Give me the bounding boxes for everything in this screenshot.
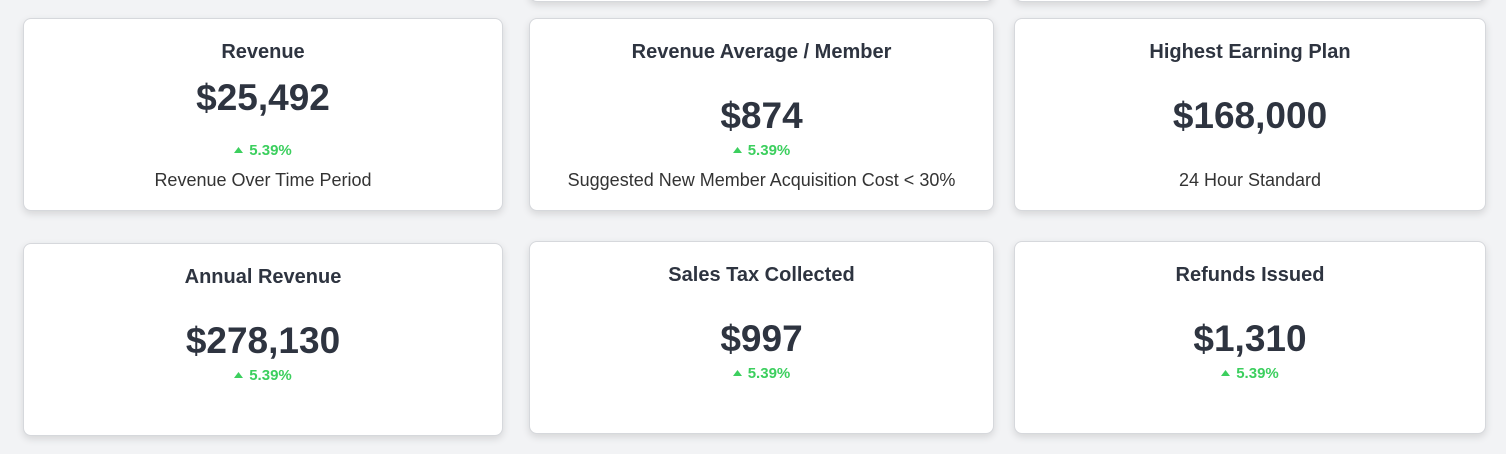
card-title: Revenue (221, 41, 305, 63)
change-text: 5.39% (249, 142, 292, 159)
card-value: $1,310 (1193, 318, 1307, 359)
up-arrow (732, 369, 742, 376)
card-title: Sales Tax Collected (668, 264, 855, 286)
card-change: 5.39% (530, 365, 993, 382)
up-arrow (234, 371, 244, 378)
card-value: $25,492 (196, 77, 330, 118)
change-text: 5.39% (249, 367, 292, 384)
card-title: Refunds Issued (1175, 264, 1325, 286)
card-value: $168,000 (1172, 95, 1328, 136)
card-title: Annual Revenue (184, 266, 342, 288)
card-change: 5.39% (530, 142, 993, 159)
metric-card: Revenue $25,492 5.39% Revenue Over Time … (23, 18, 503, 211)
up-arrow (1221, 369, 1231, 376)
up-arrow (234, 146, 244, 153)
metric-card: Refunds Issued $1,310 5.39% (1014, 241, 1486, 434)
card-edge (1014, 0, 1486, 2)
card-value: $278,130 (185, 320, 341, 361)
card-subtitle: 24 Hour Standard (1178, 170, 1322, 190)
card-subtitle: Revenue Over Time Period (154, 170, 372, 190)
card-title: Highest Earning Plan (1149, 41, 1351, 63)
card-title: Revenue Average / Member (631, 41, 892, 63)
metric-card: Annual Revenue $278,130 5.39% (23, 243, 503, 436)
change-text: 5.39% (747, 142, 791, 159)
card-value: $874 (720, 95, 803, 136)
metric-card: Sales Tax Collected $997 5.39% (529, 241, 994, 434)
card-subtitle: Suggested New Member Acquisition Cost < … (567, 170, 956, 190)
metric-card: Revenue Average / Member $874 5.39% Sugg… (529, 18, 994, 211)
card-edge (529, 0, 994, 2)
up-arrow (732, 146, 742, 153)
change-text: 5.39% (747, 365, 791, 382)
card-change: 5.39% (1015, 365, 1485, 382)
card-value: $997 (720, 318, 803, 359)
card-change: 5.39% (24, 367, 502, 384)
change-text: 5.39% (1236, 365, 1279, 382)
metric-card: Highest Earning Plan $168,000 24 Hour St… (1014, 18, 1486, 211)
card-change: 5.39% (24, 142, 502, 159)
